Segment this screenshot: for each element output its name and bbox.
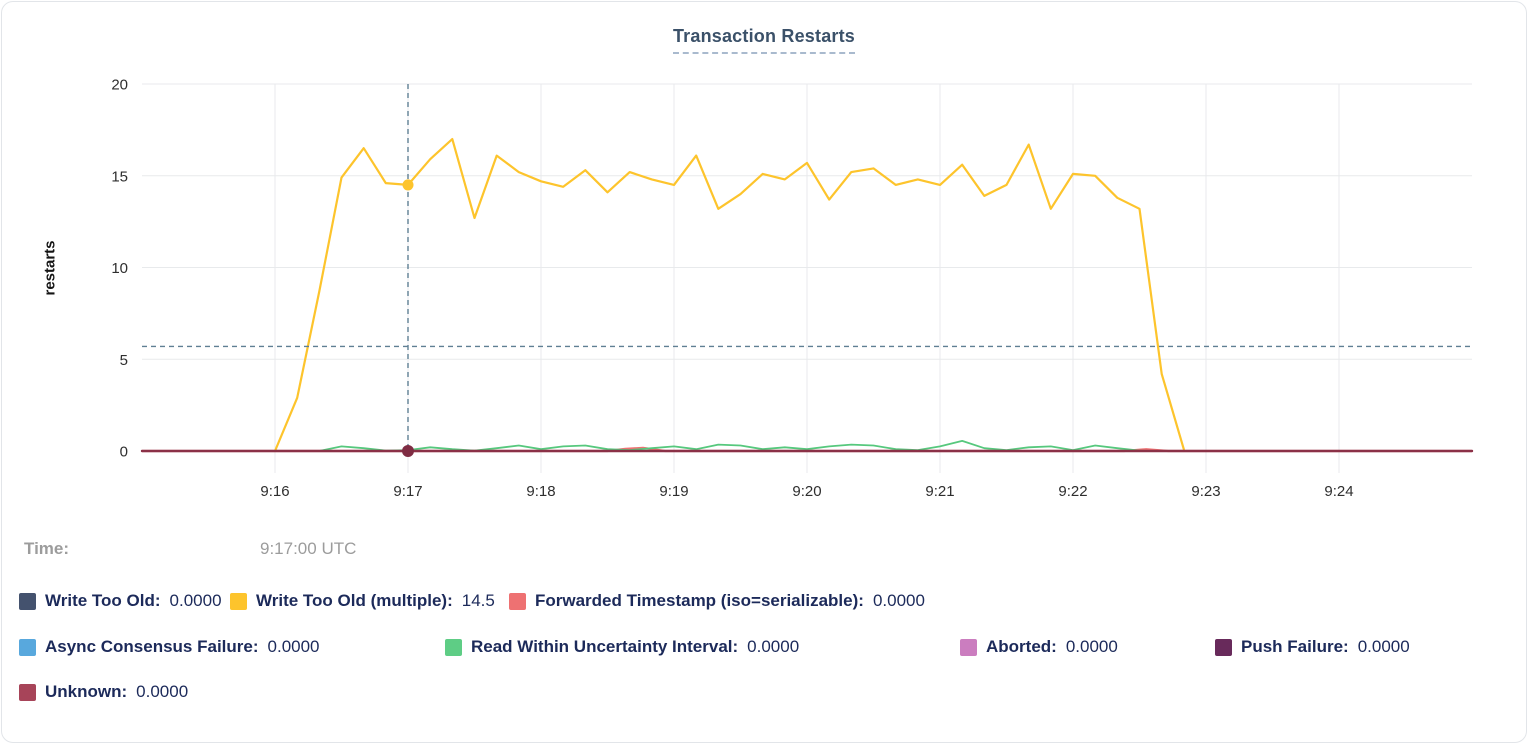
series-line-read-within-uncertainty-interval: [318, 439, 1152, 452]
time-value: 9:17:00 UTC: [260, 539, 357, 558]
x-tick-label: 9:23: [1191, 483, 1220, 500]
x-tick-label: 9:24: [1324, 483, 1353, 500]
legend-item-aborted: Aborted: 0.0000: [960, 636, 1118, 658]
legend-swatch-unknown: [19, 683, 36, 701]
legend-swatch-push-failure: [1215, 638, 1232, 656]
x-tick-label: 9:17: [393, 483, 422, 500]
x-tick-label: 9:21: [925, 483, 954, 500]
hover-point-unknown: [402, 445, 414, 457]
legend-item-forwarded-timestamp-iso-serializable: Forwarded Timestamp (iso=serializable): 0…: [509, 590, 925, 612]
legend-item-async-consensus-failure: Async Consensus Failure: 0.0000: [19, 636, 320, 658]
legend-label: Unknown:: [45, 682, 128, 701]
legend-label: Write Too Old:: [45, 591, 161, 610]
chart-canvas[interactable]: 0 5 10 15 20 9:16 9:17 9:18 9:19 9:20 9:21 9:22 9:23…: [2, 2, 1527, 522]
page-title[interactable]: Transaction Restarts: [672, 26, 856, 54]
series-line-write-too-old-multiple: [273, 138, 1185, 453]
legend-item-write-too-old: Write Too Old: 0.0000: [19, 590, 222, 612]
y-axis-label: restarts: [41, 240, 59, 296]
legend-swatch-aborted: [960, 638, 977, 656]
time-label: Time:: [24, 539, 70, 558]
legend-value: 0.0000: [1065, 637, 1118, 656]
legend-value: 0.0000: [267, 637, 320, 656]
y-tick-label: 0: [120, 444, 128, 461]
y-tick-label: 15: [111, 168, 128, 185]
y-tick-label: 20: [111, 77, 128, 94]
legend-label: Write Too Old (multiple):: [256, 591, 453, 610]
x-tick-label: 9:16: [260, 483, 289, 500]
legend-item-write-too-old-multiple: Write Too Old (multiple): 14.5: [230, 590, 495, 612]
legend-label: Aborted:: [986, 637, 1057, 656]
legend-swatch-write-too-old-multiple: [230, 592, 247, 610]
transaction-restarts-chart[interactable]: 0 5 10 15 20 9:16 9:17 9:18 9:19 9:20 9:21 9:22 9:23…: [2, 2, 1527, 522]
legend-value: 14.5: [461, 591, 495, 610]
legend-label: Push Failure:: [1241, 637, 1349, 656]
legend-value: 0.0000: [872, 591, 925, 610]
legend-swatch-forwarded-timestamp-iso-serializable: [509, 592, 526, 610]
hover-time-readout: Time: 9:17:00 UTC: [24, 539, 356, 561]
legend-value: 0.0000: [747, 637, 800, 656]
hover-point-write-too-old-multiple: [402, 179, 414, 191]
x-tick-label: 9:19: [659, 483, 688, 500]
x-tick-label: 9:22: [1058, 483, 1087, 500]
y-tick-label: 5: [120, 352, 128, 369]
legend-item-read-within-uncertainty-interval: Read Within Uncertainty Interval: 0.0000: [445, 636, 799, 658]
legend-value: 0.0000: [169, 591, 222, 610]
y-tick-label: 10: [111, 260, 128, 277]
x-tick-label: 9:18: [526, 483, 555, 500]
legend-label: Forwarded Timestamp (iso=serializable):: [535, 591, 864, 610]
legend-item-unknown: Unknown: 0.0000: [19, 681, 188, 703]
legend-value: 0.0000: [1357, 637, 1410, 656]
legend-swatch-async-consensus-failure: [19, 638, 36, 656]
legend-swatch-write-too-old: [19, 592, 36, 610]
legend-label: Read Within Uncertainty Interval:: [471, 637, 739, 656]
legend-label: Async Consensus Failure:: [45, 637, 259, 656]
legend-item-push-failure: Push Failure: 0.0000: [1215, 636, 1410, 658]
legend-value: 0.0000: [136, 682, 189, 701]
x-tick-label: 9:20: [792, 483, 821, 500]
legend-swatch-read-within-uncertainty-interval: [445, 638, 462, 656]
